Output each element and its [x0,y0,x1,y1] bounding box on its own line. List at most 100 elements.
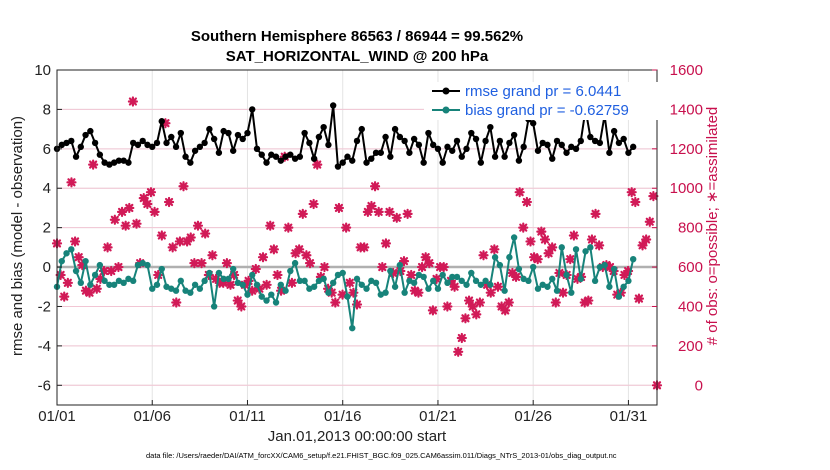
series-point-1 [620,283,627,290]
series-point-0 [453,137,461,145]
series-point-0 [196,143,204,151]
obs-count-asterisk [185,232,196,243]
series-point-1 [615,293,623,300]
obs-count-asterisk [304,258,316,269]
obs-count-marker [406,269,417,281]
obs-count-asterisk [315,271,326,283]
series-point-0 [191,147,199,154]
series-point-0 [363,159,370,166]
obs-count-marker [55,269,66,281]
series-point-0 [629,143,637,151]
series-point-0 [549,155,556,162]
series-point-1 [625,277,632,285]
obs-count-asterisk [572,273,583,284]
obs-count-asterisk [637,240,648,251]
obs-count-marker [163,196,175,208]
series-point-1 [263,297,270,304]
y-tick-label: -4 [38,338,51,355]
obs-count-marker [182,236,193,247]
obs-count-asterisk [521,196,532,208]
series-point-0 [339,159,346,166]
obs-count-marker [518,222,529,233]
obs-count-marker [319,261,330,273]
obs-count-asterisk [301,250,312,261]
obs-count-asterisk [529,252,540,263]
obs-count-asterisk [290,248,301,259]
obs-count-asterisk [482,279,493,290]
series-point-0 [325,141,332,149]
obs-count-marker [619,269,630,281]
series-point-1 [77,279,85,287]
series-point-1 [272,299,280,306]
obs-count-asterisk [510,271,522,283]
series-point-0 [449,147,456,154]
obs-count-marker [91,283,102,294]
obs-count-marker [547,242,558,253]
x-axis-label: Jan.01,2013 00:00:00 start [268,428,447,445]
series-point-1 [225,275,232,283]
obs-count-marker [156,230,167,241]
series-point-0 [501,153,508,160]
series-point-1 [453,273,461,281]
series-point-1 [129,277,137,285]
series-point-0 [234,131,242,139]
obs-count-marker [550,297,561,308]
obs-count-marker [243,275,254,286]
obs-count-asterisk [373,206,384,217]
obs-count-marker [124,202,135,214]
series-point-0 [572,145,580,153]
series-point-1 [277,281,285,288]
obs-count-asterisk [337,289,348,300]
series-point-0 [72,153,80,160]
series-point-1 [510,234,518,241]
obs-count-marker [250,263,261,275]
y-right-tick-label: 0 [695,377,703,394]
series-point-0 [287,151,294,158]
obs-count-marker [69,236,81,247]
obs-count-asterisk [619,269,630,281]
series-point-0 [472,135,480,143]
obs-count-asterisk [644,216,655,227]
legend-box [424,82,660,120]
y-right-tick-label: 200 [678,338,703,355]
obs-count-asterisk [160,118,171,129]
obs-count-asterisk [120,220,131,231]
obs-count-marker [109,214,120,225]
series-point-0 [229,147,237,154]
x-tick-label: 01/06 [133,408,171,425]
obs-count-asterisk [467,301,478,312]
series-point-0 [563,149,570,156]
obs-count-asterisk [330,297,341,308]
obs-count-asterisk [200,228,211,239]
obs-count-asterisk [369,181,381,192]
y-axis-label: rmse and bias (model - observation) [9,116,26,356]
y-right-tick-label: 1600 [670,62,703,79]
obs-count-asterisk [286,277,298,288]
series-point-0 [253,145,261,153]
obs-count-asterisk [485,287,496,298]
obs-count-asterisk [149,206,160,217]
obs-count-asterisk [586,234,598,245]
y-tick-label: 2 [43,220,51,237]
obs-count-asterisk [174,236,185,247]
obs-count-asterisk [116,206,128,217]
series-point-0 [306,139,313,147]
series-point-1 [396,261,404,269]
obs-count-asterisk [167,242,178,253]
series-point-1 [610,265,618,273]
obs-count-marker [236,301,247,312]
obs-count-asterisk [80,285,92,296]
series-point-0 [529,120,537,127]
obs-count-asterisk [127,96,139,107]
obs-count-marker [261,279,272,290]
series-point-1 [249,271,256,279]
obs-count-asterisk [333,202,345,214]
obs-count-asterisk [445,275,457,286]
obs-count-asterisk [153,269,164,281]
series-point-1 [558,244,565,251]
series-point-1 [496,261,504,269]
obs-count-marker [116,206,128,217]
obs-count-marker [66,177,77,188]
series-point-0 [482,137,489,145]
